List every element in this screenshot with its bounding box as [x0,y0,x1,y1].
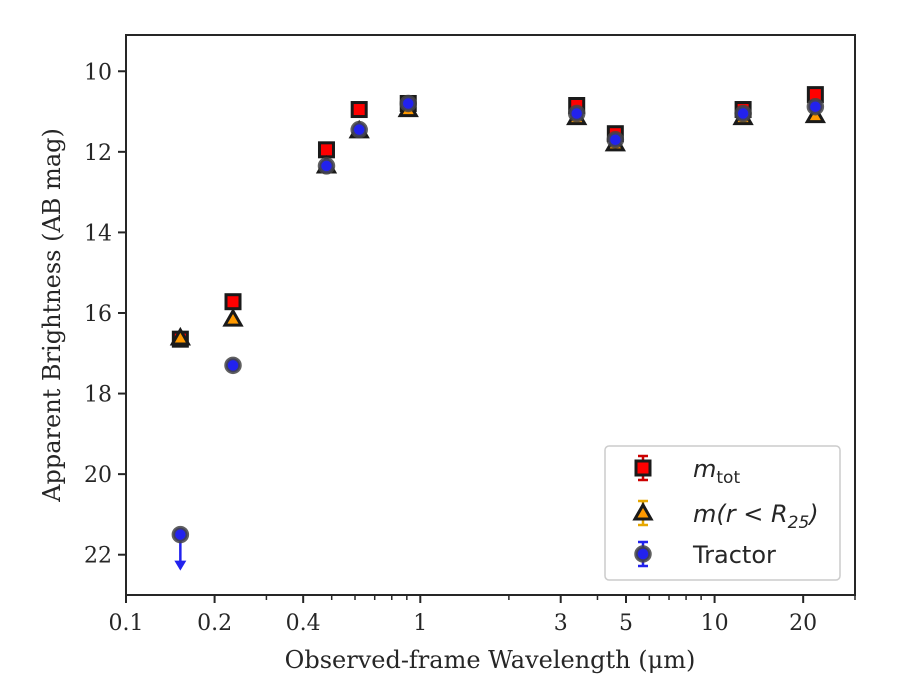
y-tick-label: 14 [84,221,112,246]
x-tick-label: 3 [554,611,568,636]
x-tick-label: 10 [701,611,729,636]
x-tick-label: 5 [619,611,633,636]
y-tick-label: 22 [84,544,112,569]
legend-box [604,445,841,581]
circle-marker [171,525,190,544]
square-marker [350,101,368,119]
circle-marker [350,120,368,139]
circle-marker [606,130,625,149]
x-tick-label: 20 [789,611,817,636]
circle-marker [567,104,586,123]
y-tick-label: 12 [84,141,112,166]
ticks-layer: 0.1 0.2 0.4 1 3 5 10 20 10 12 14 16 18 20 22 [84,60,856,636]
x-tick-label: 0.2 [197,611,232,636]
circle-marker [806,97,825,116]
legend-circle-marker [634,545,652,563]
legend-triangle-marker [632,501,654,521]
square-marker [317,141,335,159]
x-tick-label: 0.1 [109,611,144,636]
y-tick-label: 18 [84,383,112,408]
y-axis-title: Apparent Brightness (AB mag) [38,128,66,503]
legend-label-2: Tractor [692,541,776,569]
y-tick-label: 16 [84,302,112,327]
circle-marker [399,94,417,113]
circle-marker [734,104,752,123]
circle-marker [224,356,242,375]
legend-label-1: m(r < R25) [693,500,819,533]
plot-frame [125,34,856,596]
circle-marker [317,157,336,175]
triangle-marker [169,326,191,346]
legend: mtot m(r < R25) Tractor [604,445,841,581]
y-tick-label: 10 [84,60,112,85]
square-marker [224,293,242,311]
x-tick-label: 1 [413,611,427,636]
triangle-marker [222,307,244,327]
y-tick-label: 20 [84,463,112,488]
legend-square-marker [634,459,652,477]
legend-label-0: mtot [693,455,740,488]
points-layer [169,86,826,571]
upper-limit-arrowhead [174,560,187,571]
x-axis-title: Observed-frame Wavelength (μm) [285,646,696,674]
x-tick-label: 0.4 [286,611,321,636]
series-2 [171,94,825,571]
